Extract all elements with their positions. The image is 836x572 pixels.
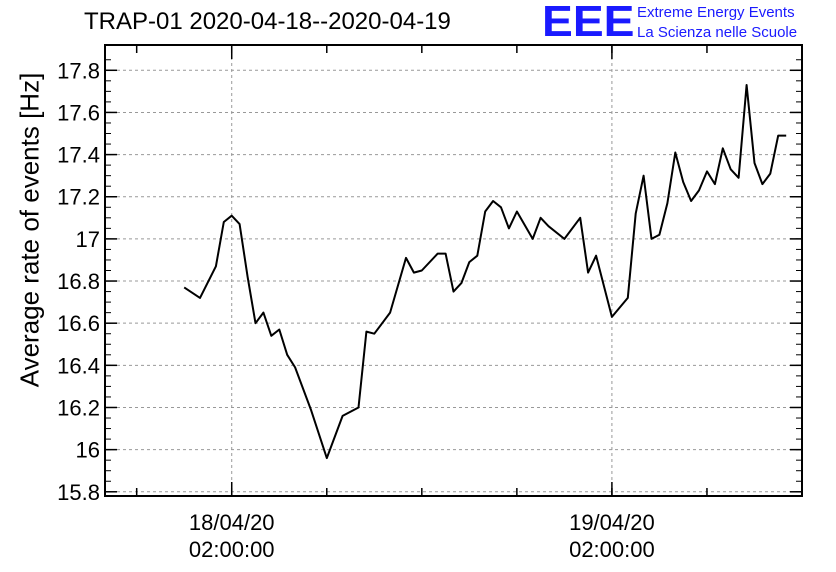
- axis-ticks: [105, 45, 802, 496]
- grid-lines: [105, 45, 802, 496]
- y-tick-label: 17.4: [57, 143, 100, 168]
- x-tick-label-time: 02:00:00: [569, 537, 655, 562]
- y-tick-label: 16.8: [57, 269, 100, 294]
- series-line: [183, 84, 787, 460]
- x-tick-label-date: 18/04/20: [189, 510, 275, 535]
- y-axis-label: Average rate of events [Hz]: [14, 72, 45, 388]
- y-tick-label: 15.8: [57, 480, 100, 505]
- logo-caption: Extreme Energy Events La Scienza nelle S…: [637, 3, 797, 43]
- x-tick-label-date: 19/04/20: [569, 510, 655, 535]
- eee-logo: EEE: [542, 0, 635, 46]
- y-tick-label: 17.8: [57, 58, 100, 83]
- y-tick-label: 17: [76, 227, 100, 252]
- x-tick-label-time: 02:00:00: [189, 537, 275, 562]
- y-tick-label: 16: [76, 438, 100, 463]
- tick-labels: 15.8 16 16.2 16.4 16.6 16.8 17 17.2 17.4 17.6 17.8…: [57, 58, 655, 562]
- logo-line-2: La Scienza nelle Scuole: [637, 24, 798, 41]
- y-tick-label: 16.2: [57, 395, 100, 420]
- chart-title: TRAP-01 2020-04-18--2020-04-19: [84, 8, 451, 35]
- y-tick-label: 17.2: [57, 185, 100, 210]
- y-tick-label: 16.6: [57, 311, 100, 336]
- plot-frame: [104, 44, 803, 497]
- y-tick-label: 16.4: [57, 353, 100, 378]
- logo-line-1: Extreme Energy Events: [637, 4, 795, 21]
- y-tick-label: 17.6: [57, 100, 100, 125]
